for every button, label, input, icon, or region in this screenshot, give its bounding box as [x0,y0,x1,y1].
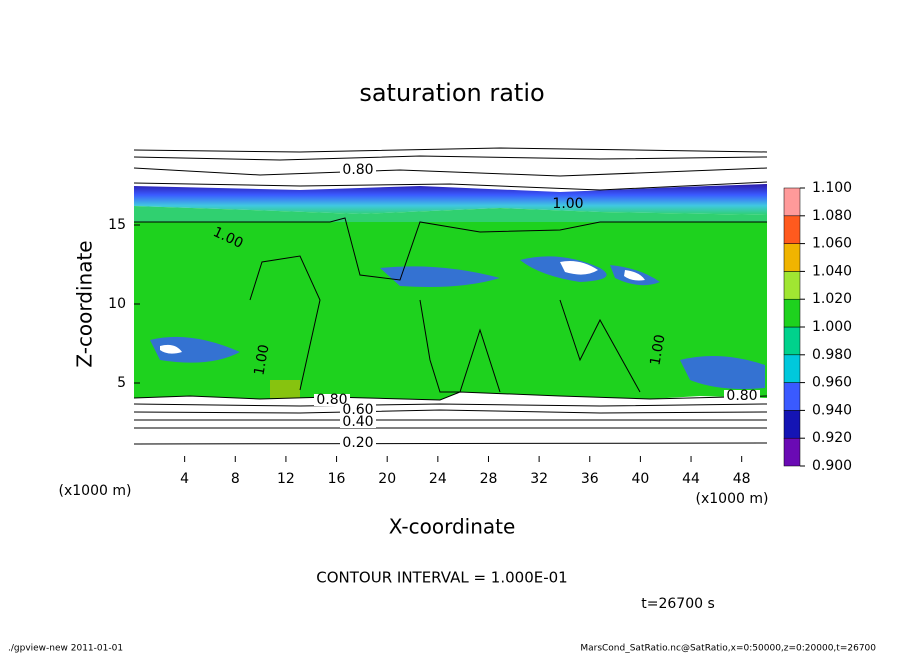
x-unit-right: (x1000 m) [696,491,769,507]
footer-right: MarsCond_SatRatio.nc@SatRatio,x=0:50000,… [580,644,876,654]
x-tick-label: 40 [631,471,649,487]
x-tick-label: 36 [581,471,599,487]
x-axis-label: X-coordinate [389,515,516,539]
colorbar-segment [783,437,801,467]
x-tick-label: 16 [328,471,346,487]
colorbar-label: 1.020 [812,291,852,307]
contour-label-bg [724,390,760,402]
colorbar-segment [783,410,801,439]
colorbar-label: 1.060 [812,236,852,252]
colorbar-segment [783,354,801,383]
contour-label: 0.80 [726,388,757,404]
contour-label: 0.20 [342,435,373,451]
colorbar-segment [783,298,801,328]
x-tick-label: 4 [180,471,189,487]
colorbar-segment [783,326,801,356]
y-tick-label: 5 [117,375,126,391]
contour-label-bg [314,394,350,406]
colorbar-label: 0.940 [812,402,852,418]
colorbar-segment [783,271,801,300]
chart-title: saturation ratio [359,79,544,107]
contour-label: 0.80 [342,162,373,178]
colorbar-label: 1.080 [812,208,852,224]
x-tick-label: 32 [530,471,548,487]
x-tick-label: 24 [429,471,447,487]
y-tick-label: 10 [108,296,126,312]
contour-label-bg [340,437,376,449]
contour-label: 1.00 [251,343,272,376]
contour-label: 0.60 [342,402,373,418]
x-tick-label: 44 [682,471,700,487]
y-tick-label: 15 [108,217,126,233]
x-tick-label: 28 [480,471,498,487]
contour-label-bg [340,416,376,428]
colorbar-label: 1.040 [812,263,852,279]
x-tick-label: 8 [231,471,240,487]
contour-label: 1.00 [647,333,668,366]
footer-left: ./gpview-new 2011-01-01 [8,644,123,654]
colorbar-label: 0.900 [812,458,852,474]
contour-field [133,146,768,462]
colorbar-label: 1.000 [812,319,852,335]
contour-label: 1.00 [552,196,583,212]
contour-label-bg [340,404,376,416]
colorbar-label: 1.100 [812,180,852,196]
colorbar-label: 0.920 [812,430,852,446]
colorbar-segment [783,187,801,217]
colorbar-label: 0.960 [812,375,852,391]
colorbar-label: 0.980 [812,347,852,363]
x-unit-left: (x1000 m) [59,483,132,499]
colorbar-segment [783,243,801,272]
contour-label-bg [340,164,376,176]
colorbar-segment [783,382,801,411]
x-tick-label: 12 [277,471,295,487]
time-label: t=26700 s [641,596,715,612]
contour-interval: CONTOUR INTERVAL = 1.000E-01 [316,569,567,587]
y-axis-label: Z-coordinate [73,240,97,367]
x-tick-label: 20 [378,471,396,487]
x-tick-label: 48 [733,471,751,487]
colorbar-segment [783,215,801,244]
contour-label: 0.40 [342,414,373,430]
contour-label: 0.80 [316,392,347,408]
